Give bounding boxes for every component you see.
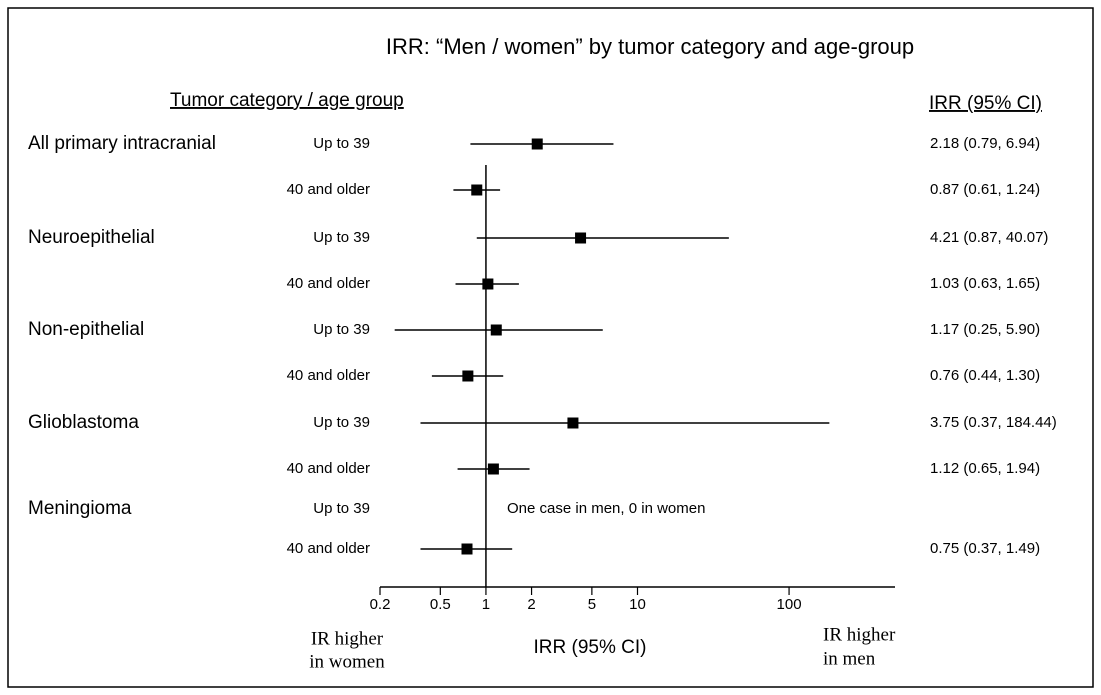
value-label: 4.21 (0.87, 40.07) [930, 229, 1048, 246]
annotation: One case in men, 0 in women [507, 500, 705, 517]
row-label: Up to 39 [313, 414, 370, 431]
point-estimate [490, 324, 502, 336]
x-tick-label: 1 [482, 596, 490, 613]
x-tick-label: 10 [629, 596, 646, 613]
group-label: Non-epithelial [28, 319, 144, 340]
row-label: 40 and older [287, 181, 370, 198]
group-label: Neuroepithelial [28, 227, 155, 248]
value-label: 2.18 (0.79, 6.94) [930, 135, 1040, 152]
x-tick-label: 2 [527, 596, 535, 613]
group-label: Meningioma [28, 498, 132, 519]
frame [7, 7, 1094, 688]
row-label: Up to 39 [313, 229, 370, 246]
value-label: 0.76 (0.44, 1.30) [930, 367, 1040, 384]
point-estimate [575, 232, 587, 244]
x-tick-label: 0.2 [370, 596, 391, 613]
point-estimate [471, 184, 483, 196]
x-axis-label: IRR (95% CI) [534, 637, 647, 658]
left-note: IR higher [311, 628, 384, 649]
row-label: Up to 39 [313, 500, 370, 517]
value-label: 0.75 (0.37, 1.49) [930, 540, 1040, 557]
group-label: All primary intracranial [28, 133, 216, 154]
point-estimate [531, 138, 543, 150]
point-estimate [461, 543, 473, 555]
value-label: 0.87 (0.61, 1.24) [930, 181, 1040, 198]
point-estimate [482, 278, 494, 290]
point-estimate [567, 417, 579, 429]
value-header: IRR (95% CI) [929, 93, 1042, 114]
row-label: 40 and older [287, 460, 370, 477]
x-tick-label: 0.5 [430, 596, 451, 613]
left-note: in women [309, 651, 385, 672]
row-label: 40 and older [287, 367, 370, 384]
value-label: 1.03 (0.63, 1.65) [930, 275, 1040, 292]
point-estimate [462, 370, 474, 382]
value-label: 3.75 (0.37, 184.44) [930, 414, 1057, 431]
group-label: Glioblastoma [28, 412, 139, 433]
x-tick-label: 100 [777, 596, 802, 613]
right-note: in men [823, 648, 876, 669]
right-note: IR higher [823, 624, 896, 645]
point-estimate [487, 463, 499, 475]
row-label: Up to 39 [313, 321, 370, 338]
x-tick-label: 5 [588, 596, 596, 613]
row-header: Tumor category / age group [170, 90, 404, 111]
row-label: 40 and older [287, 540, 370, 557]
row-label: 40 and older [287, 275, 370, 292]
row-label: Up to 39 [313, 135, 370, 152]
value-label: 1.12 (0.65, 1.94) [930, 460, 1040, 477]
value-label: 1.17 (0.25, 5.90) [930, 321, 1040, 338]
chart-title: IRR: “Men / women” by tumor category and… [386, 34, 914, 59]
